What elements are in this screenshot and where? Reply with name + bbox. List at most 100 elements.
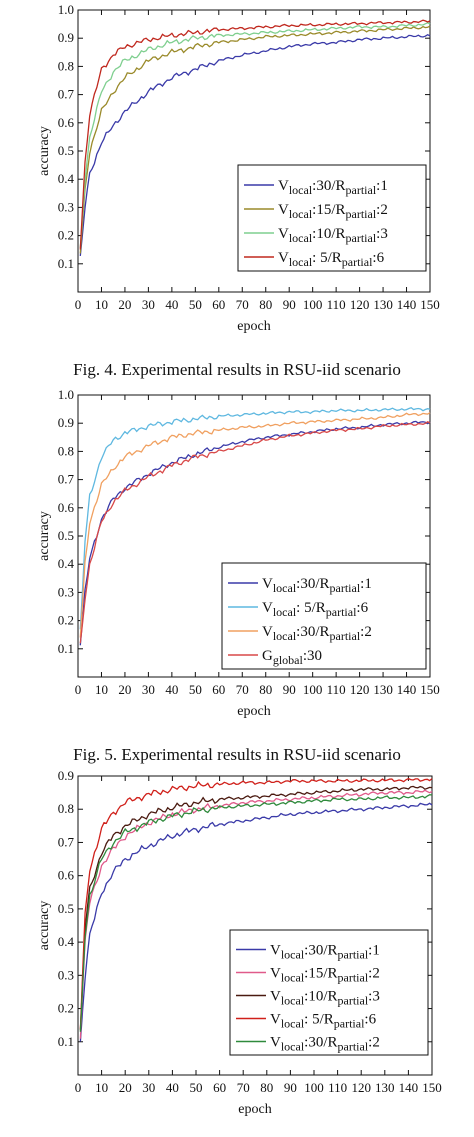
- x-tick-label: 90: [284, 1080, 297, 1095]
- x-tick-label: 150: [420, 297, 440, 312]
- x-tick-label: 0: [75, 297, 82, 312]
- x-tick-label: 90: [283, 682, 296, 697]
- y-tick-label: 0.3: [58, 584, 74, 599]
- legend-label: Vlocal:10/Rpartial:3: [270, 989, 380, 1008]
- x-tick-label: 70: [236, 682, 249, 697]
- x-tick-label: 80: [259, 297, 272, 312]
- x-tick-label: 60: [212, 682, 225, 697]
- y-tick-label: 0.1: [58, 1034, 74, 1049]
- chart-fig5: 0 10 20 30 40 50 60 70 80 90 100 110 120 130 140 150 0.1…: [37, 770, 442, 1117]
- x-tick-label: 140: [399, 1080, 419, 1095]
- x-tick-label: 140: [397, 297, 417, 312]
- x-tick-label: 0: [75, 682, 82, 697]
- y-axis-label: accuracy: [37, 901, 52, 951]
- x-tick-label: 40: [165, 297, 178, 312]
- series-line: [79, 777, 433, 1030]
- x-tick-label: 30: [142, 1080, 155, 1095]
- chart-fig4: 0 10 20 30 40 50 60 70 80 90 100 110 120 130 140 1500.1…: [37, 387, 440, 719]
- series-line: [79, 22, 431, 248]
- caption-fig4: Fig. 4. Experimental results in RSU-iid …: [73, 360, 401, 379]
- x-tick-label: 60: [212, 297, 225, 312]
- x-tick-label: 70: [237, 1080, 250, 1095]
- x-tick-label: 130: [373, 297, 393, 312]
- x-tick-label: 50: [189, 682, 202, 697]
- x-tick-label: 20: [118, 297, 131, 312]
- y-tick-label: 0.4: [58, 171, 75, 186]
- y-tick-label: 0.2: [58, 228, 74, 243]
- x-tick-label: 110: [327, 297, 346, 312]
- y-tick-label: 0.7: [58, 87, 75, 102]
- y-tick-label: 0.6: [58, 500, 75, 515]
- x-tick-label: 10: [95, 297, 108, 312]
- legend-label: Vlocal:30/Rpartial:1: [270, 943, 380, 962]
- legend-label: Vlocal:15/Rpartial:2: [278, 202, 388, 221]
- legend-box: [237, 164, 427, 272]
- legend-label: Vlocal: 5/Rpartial:6: [262, 600, 369, 619]
- x-tick-label: 70: [236, 297, 249, 312]
- x-tick-label: 100: [304, 1080, 324, 1095]
- x-tick-label: 120: [350, 682, 370, 697]
- x-tick-label: 50: [190, 1080, 203, 1095]
- series-line: [79, 25, 431, 254]
- x-tick-label: 10: [95, 682, 108, 697]
- y-tick-label: 0.8: [58, 58, 74, 73]
- y-tick-label: 0.9: [58, 30, 74, 45]
- x-tick-label: 140: [397, 682, 417, 697]
- x-tick-label: 40: [165, 682, 178, 697]
- y-tick-label: 0.5: [58, 901, 74, 916]
- series-line: [79, 420, 431, 644]
- x-tick-label: 80: [259, 682, 272, 697]
- x-tick-label: 30: [142, 682, 155, 697]
- y-tick-label: 0.2: [58, 1001, 74, 1016]
- x-tick-label: 130: [373, 682, 393, 697]
- x-tick-label: 120: [351, 1080, 371, 1095]
- x-tick-label: 0: [75, 1080, 82, 1095]
- y-tick-label: 1.0: [58, 387, 74, 402]
- y-tick-label: 0.1: [58, 256, 74, 271]
- y-tick-label: 0.4: [58, 934, 75, 949]
- x-tick-label: 110: [328, 1080, 347, 1095]
- x-axis-label: epoch: [237, 704, 270, 719]
- x-tick-label: 100: [303, 297, 323, 312]
- legend-label: Vlocal: 5/Rpartial:6: [278, 250, 385, 269]
- y-tick-label: 0.8: [58, 443, 74, 458]
- x-tick-label: 120: [350, 297, 370, 312]
- legend-box: [229, 929, 429, 1056]
- x-tick-label: 150: [420, 682, 440, 697]
- y-tick-label: 0.9: [58, 415, 74, 430]
- series-line: [79, 412, 431, 638]
- series-line: [79, 33, 431, 256]
- legend-label: Vlocal: 5/Rpartial:6: [270, 1012, 377, 1031]
- series-line: [79, 802, 433, 1042]
- legend-label: Gglobal:30: [262, 648, 322, 667]
- series-line: [79, 420, 431, 646]
- y-tick-label: 0.4: [58, 556, 75, 571]
- x-tick-label: 110: [327, 682, 346, 697]
- y-tick-label: 0.6: [58, 868, 75, 883]
- x-axis-label: epoch: [237, 319, 270, 334]
- y-tick-label: 0.3: [58, 967, 74, 982]
- series-line: [79, 785, 433, 1031]
- x-tick-label: 130: [375, 1080, 395, 1095]
- y-tick-label: 0.9: [58, 770, 74, 783]
- legend-label: Vlocal:30/Rpartial:2: [262, 624, 372, 643]
- legend-label: Vlocal:30/Rpartial:2: [270, 1035, 380, 1054]
- x-tick-label: 20: [118, 682, 131, 697]
- legend-label: Vlocal:30/Rpartial:1: [262, 576, 372, 595]
- y-tick-label: 0.5: [58, 143, 74, 158]
- x-tick-label: 50: [189, 297, 202, 312]
- x-tick-label: 60: [213, 1080, 226, 1095]
- y-tick-label: 0.3: [58, 199, 74, 214]
- x-tick-label: 90: [283, 297, 296, 312]
- x-tick-label: 100: [303, 682, 323, 697]
- chart-fig3: 0 10 20 30 40 50 60 70 80 90 100 110 120 130 140 1500.1…: [37, 2, 440, 334]
- series-line: [79, 789, 433, 1039]
- y-tick-label: 0.5: [58, 528, 74, 543]
- y-tick-label: 0.7: [58, 834, 75, 849]
- caption-fig5: Fig. 5. Experimental results in RSU-iid …: [73, 745, 401, 764]
- x-tick-label: 40: [166, 1080, 179, 1095]
- y-tick-label: 0.8: [58, 801, 74, 816]
- series-line: [79, 406, 431, 630]
- y-tick-label: 0.1: [58, 641, 74, 656]
